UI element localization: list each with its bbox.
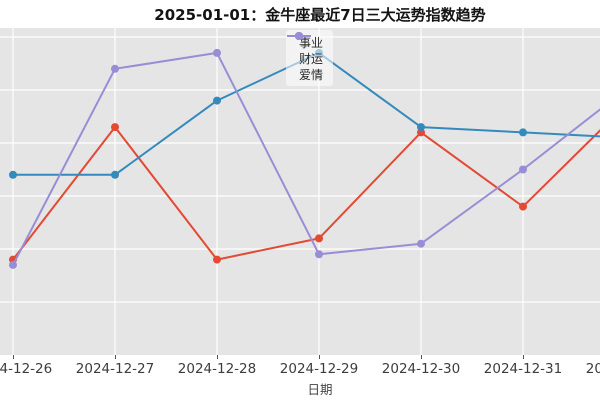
data-point-career — [315, 234, 323, 243]
data-point-wealth — [9, 170, 17, 179]
data-point-love — [9, 260, 17, 269]
x-tick-label: 2024-12-28 — [177, 361, 257, 377]
x-tick-label: 2024-12-26 — [0, 361, 53, 377]
data-point-career — [519, 202, 527, 211]
x-tick-mark — [12, 355, 14, 359]
data-point-wealth — [213, 96, 221, 105]
data-point-wealth — [519, 128, 527, 137]
legend-item-love: 爱情 — [287, 32, 324, 82]
data-point-love — [315, 250, 323, 259]
x-tick-label: 2024-12-27 — [75, 361, 155, 377]
x-tick-label: 2024-12-30 — [381, 361, 461, 377]
data-point-love — [417, 239, 425, 248]
x-tick-mark — [114, 355, 116, 359]
chart-title: 2025-01-01：金牛座最近7日三大运势指数趋势 — [154, 6, 486, 24]
x-tick-label: 2024-12-31 — [483, 361, 563, 377]
x-tick-mark — [522, 355, 524, 359]
data-point-love — [519, 165, 527, 174]
plot-canvas — [0, 28, 600, 355]
legend-item-wealth: 财运 — [287, 32, 324, 66]
plot-area: 事业 财运 爱情 — [0, 28, 600, 355]
data-point-wealth — [111, 170, 119, 179]
x-axis: 2024-12-26 2024-12-27 2024-12-28 2024-12-29… — [0, 355, 600, 400]
data-point-love — [213, 48, 221, 57]
data-point-career — [111, 123, 119, 132]
x-tick-label: 2025-01-01 — [585, 361, 600, 377]
legend: 事业 财运 爱情 — [286, 30, 334, 86]
legend-label: 爱情 — [299, 67, 324, 82]
legend-label: 事业 — [299, 35, 324, 50]
x-tick-mark — [216, 355, 218, 359]
x-tick-mark — [420, 355, 422, 359]
x-axis-label: 日期 — [307, 382, 333, 397]
data-point-career — [213, 255, 221, 264]
x-tick-label: 2024-12-29 — [279, 361, 359, 377]
data-point-wealth — [417, 123, 425, 132]
series-line-career — [12, 126, 600, 261]
data-point-love — [111, 64, 119, 73]
legend-marker-love-icon — [287, 32, 311, 40]
legend-label: 财运 — [299, 51, 324, 66]
x-tick-mark — [318, 355, 320, 359]
